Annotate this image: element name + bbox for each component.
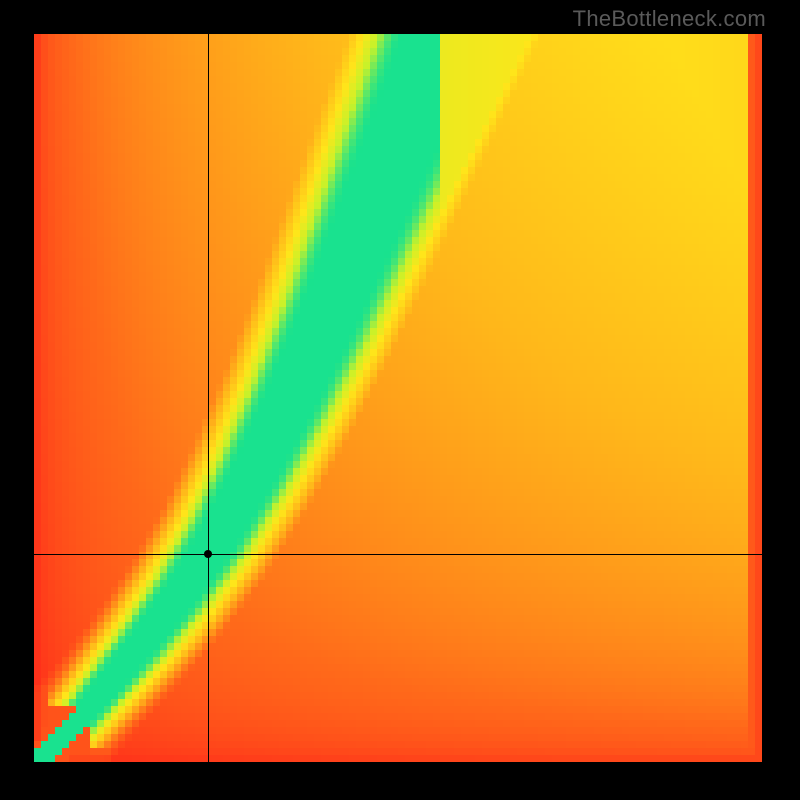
chart-container: TheBottleneck.com bbox=[0, 0, 800, 800]
crosshair-vertical bbox=[208, 34, 209, 766]
heatmap-canvas bbox=[34, 34, 766, 766]
crosshair-horizontal bbox=[34, 554, 766, 555]
watermark-text: TheBottleneck.com bbox=[573, 6, 766, 32]
marker-point bbox=[204, 550, 212, 558]
